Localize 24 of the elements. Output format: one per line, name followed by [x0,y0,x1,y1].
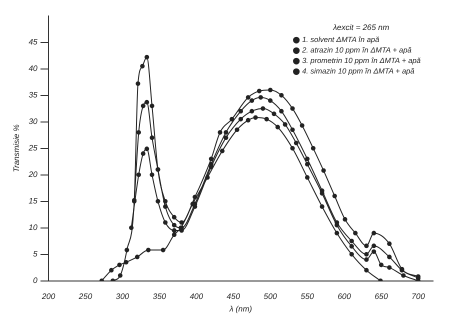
x-tick-label: 200 [40,292,56,301]
x-tick-label: 500 [264,292,278,301]
x-tick-label: 450 [226,292,241,301]
x-tick-label: 700 [412,292,426,301]
x-tick-label: 350 [152,292,167,301]
y-tick-label: 0 [33,276,38,286]
y-tick-label: 5 [33,250,38,259]
y-tick-label: 45 [28,38,38,47]
x-axis-title: λ (nm) [228,304,252,314]
y-tick-label: 35 [28,90,38,100]
x-tick-label: 300 [116,292,130,301]
x-tick-label: 600 [338,292,352,301]
y-tick-label: 30 [28,117,38,126]
x-tick-label: 250 [78,292,93,301]
x-tick-label: 400 [190,292,204,301]
y-tick-label: 40 [28,64,38,74]
y-tick-label: 25 [28,144,38,153]
x-tick-label: 550 [300,292,315,301]
y-axis-title: Transmisie % [12,124,22,172]
x-tick-label: 650 [374,292,388,301]
y-tick-label: 10 [28,223,38,232]
y-tick-label: 15 [28,196,38,206]
y-tick-label: 20 [28,170,38,180]
legend-title: λexcit = 265 nm [332,23,390,32]
